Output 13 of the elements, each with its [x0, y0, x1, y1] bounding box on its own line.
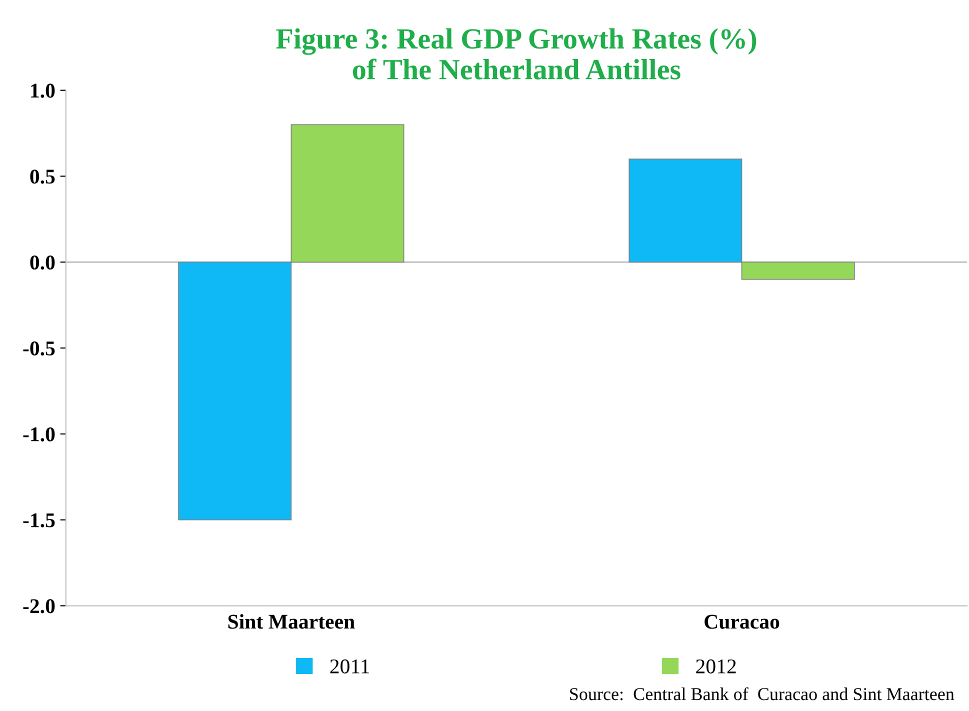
y-tick-label: 1.0: [31, 84, 55, 98]
source-note: Source: Central Bank of Curacao and Sint Maarteen: [570, 687, 954, 700]
y-tick-label: 0.5: [30, 170, 55, 184]
legend-label: 2011: [330, 659, 370, 674]
x-tick-label: Sint Maarteen: [228, 614, 355, 629]
x-tick-label: Curacao: [704, 614, 780, 629]
y-tick-label: -1.5: [23, 513, 55, 528]
y-tick-label: 0.0: [30, 255, 55, 270]
y-tick-label: -1.0: [23, 427, 55, 442]
chart-title: Figure 3: Real GDP Growth Rates (%) of The Netherland Antilles: [276, 28, 756, 80]
y-tick-label: -0.5: [23, 341, 55, 356]
legend-label: 2012: [696, 659, 736, 674]
y-tick-label: -2.0: [23, 599, 55, 614]
